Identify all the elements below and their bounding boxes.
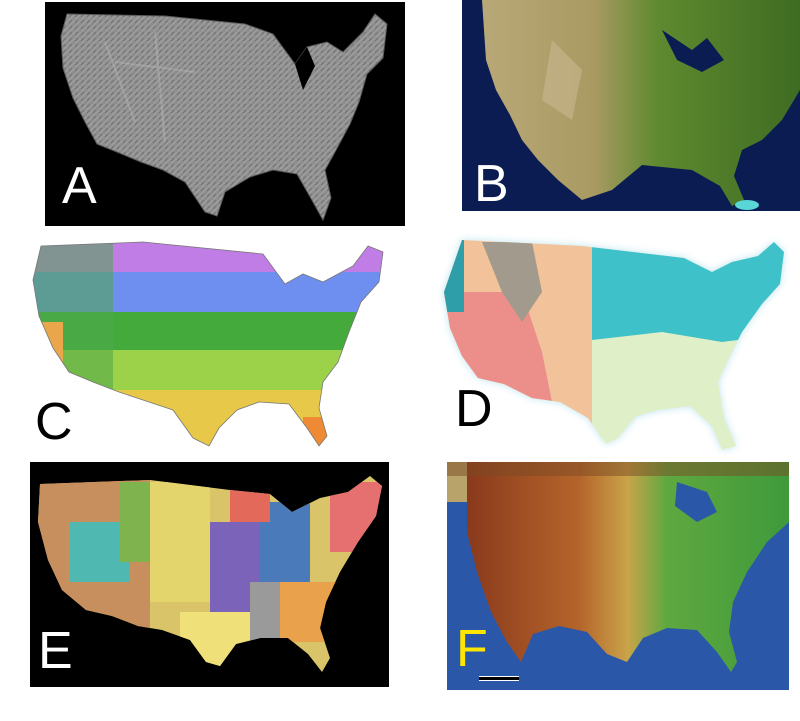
map-panel-b [462, 0, 800, 211]
panel-label-d: D [455, 380, 493, 438]
panel-label-e: E [38, 622, 73, 680]
map-panel-e [30, 462, 389, 687]
map-panel-c [23, 232, 408, 454]
map-panel-d [422, 232, 800, 456]
panel-label-b: B [474, 155, 509, 213]
relief-map-image [60, 13, 388, 222]
scale-bar [479, 676, 519, 681]
map-panel-a [45, 2, 405, 226]
north-america-landmass [482, 0, 800, 206]
regions-map-image [444, 240, 784, 450]
panel-label-c: C [35, 393, 73, 451]
physical-map-image [447, 462, 789, 672]
satellite-map-image [482, 0, 800, 210]
panel-label-a: A [62, 157, 97, 215]
panel-label-f: F [456, 620, 488, 678]
geologic-map-image [38, 476, 382, 672]
usa-landmass [60, 13, 388, 222]
north-america-landmass [467, 462, 789, 672]
hardiness-zone-map-image [32, 241, 384, 447]
map-panel-f [447, 462, 789, 690]
usa-outline [32, 241, 384, 447]
